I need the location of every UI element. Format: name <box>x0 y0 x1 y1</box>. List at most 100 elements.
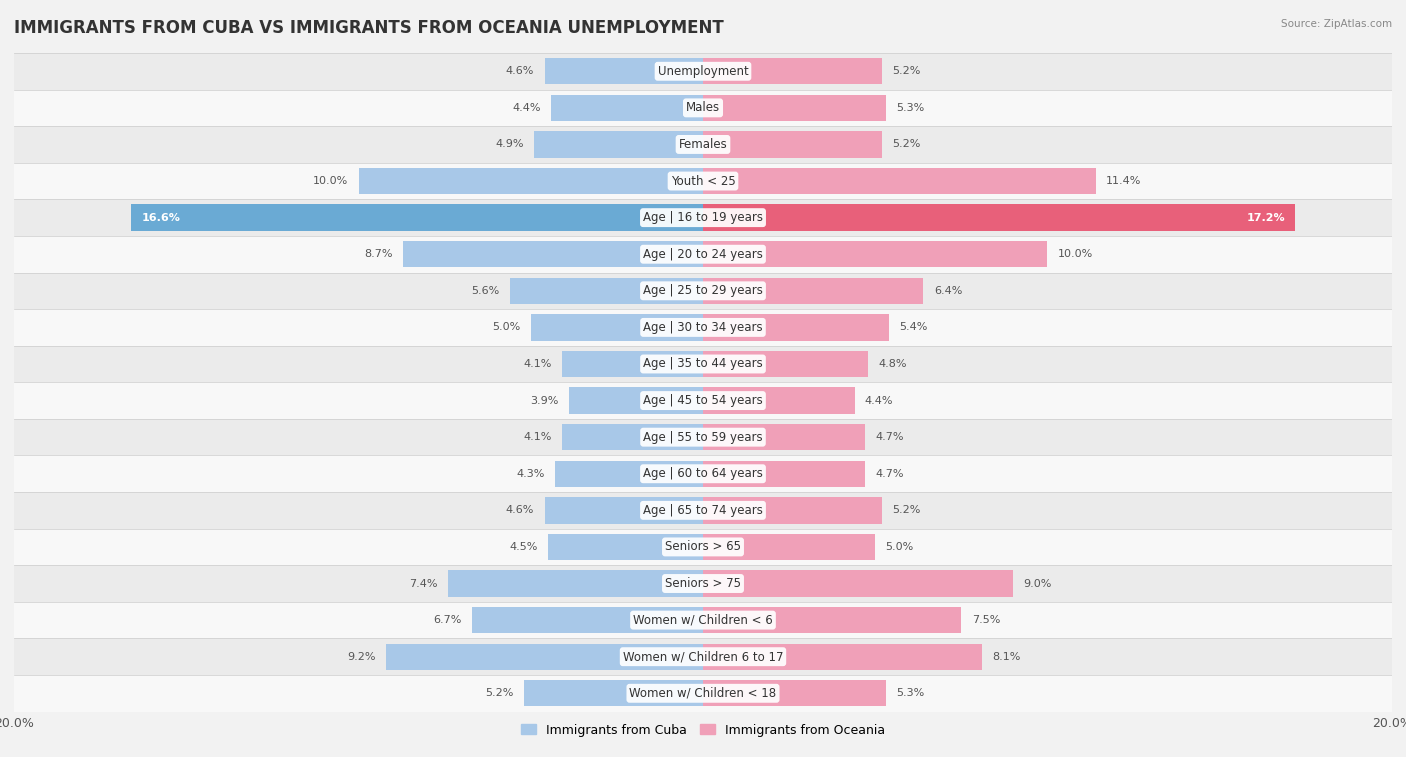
Text: 4.7%: 4.7% <box>875 432 904 442</box>
Bar <box>14 163 1392 199</box>
Bar <box>568 388 703 414</box>
Text: Age | 30 to 34 years: Age | 30 to 34 years <box>643 321 763 334</box>
Bar <box>703 95 886 121</box>
Bar <box>14 236 1392 273</box>
Text: 5.6%: 5.6% <box>471 286 499 296</box>
Bar <box>14 89 1392 126</box>
Text: 4.1%: 4.1% <box>523 359 551 369</box>
Bar <box>531 314 703 341</box>
Bar <box>703 350 869 377</box>
Bar <box>562 350 703 377</box>
Bar <box>14 273 1392 309</box>
Bar <box>387 643 703 670</box>
Text: Age | 65 to 74 years: Age | 65 to 74 years <box>643 504 763 517</box>
Bar <box>14 346 1392 382</box>
Bar <box>14 492 1392 528</box>
Bar <box>510 278 703 304</box>
Text: 9.2%: 9.2% <box>347 652 375 662</box>
Text: Source: ZipAtlas.com: Source: ZipAtlas.com <box>1281 19 1392 29</box>
Bar <box>14 565 1392 602</box>
Bar <box>703 680 886 706</box>
Text: Seniors > 75: Seniors > 75 <box>665 577 741 590</box>
Text: 4.9%: 4.9% <box>495 139 524 149</box>
Bar <box>703 460 865 487</box>
Text: Age | 55 to 59 years: Age | 55 to 59 years <box>643 431 763 444</box>
Text: Age | 25 to 29 years: Age | 25 to 29 years <box>643 285 763 298</box>
Bar <box>703 278 924 304</box>
Text: Age | 20 to 24 years: Age | 20 to 24 years <box>643 248 763 260</box>
Text: 4.8%: 4.8% <box>879 359 907 369</box>
Text: Unemployment: Unemployment <box>658 65 748 78</box>
Bar <box>524 680 703 706</box>
Bar <box>14 602 1392 638</box>
Bar <box>703 314 889 341</box>
Text: Age | 60 to 64 years: Age | 60 to 64 years <box>643 467 763 480</box>
Text: Women w/ Children < 18: Women w/ Children < 18 <box>630 687 776 699</box>
Bar <box>449 570 703 597</box>
Text: 5.0%: 5.0% <box>886 542 914 552</box>
Bar <box>544 497 703 524</box>
Text: 4.7%: 4.7% <box>875 469 904 478</box>
Bar <box>703 168 1095 195</box>
Text: 10.0%: 10.0% <box>314 176 349 186</box>
Text: 7.4%: 7.4% <box>409 578 437 588</box>
Bar <box>548 534 703 560</box>
Text: 5.2%: 5.2% <box>893 67 921 76</box>
Text: 5.4%: 5.4% <box>900 322 928 332</box>
Text: 4.4%: 4.4% <box>513 103 541 113</box>
Bar <box>555 460 703 487</box>
Text: 8.7%: 8.7% <box>364 249 392 259</box>
Bar <box>551 95 703 121</box>
Text: Females: Females <box>679 138 727 151</box>
Text: 4.5%: 4.5% <box>509 542 537 552</box>
Text: 5.2%: 5.2% <box>485 688 513 698</box>
Bar <box>14 675 1392 712</box>
Bar <box>703 131 882 157</box>
Bar <box>14 382 1392 419</box>
Text: 16.6%: 16.6% <box>142 213 180 223</box>
Bar <box>14 309 1392 346</box>
Bar <box>14 53 1392 89</box>
Text: 9.0%: 9.0% <box>1024 578 1052 588</box>
Text: 6.7%: 6.7% <box>433 615 461 625</box>
Bar <box>703 570 1012 597</box>
Bar <box>14 419 1392 456</box>
Text: IMMIGRANTS FROM CUBA VS IMMIGRANTS FROM OCEANIA UNEMPLOYMENT: IMMIGRANTS FROM CUBA VS IMMIGRANTS FROM … <box>14 19 724 37</box>
Text: 6.4%: 6.4% <box>934 286 962 296</box>
Bar <box>14 126 1392 163</box>
Bar <box>562 424 703 450</box>
Text: 4.4%: 4.4% <box>865 396 893 406</box>
Bar <box>703 388 855 414</box>
Bar <box>14 199 1392 236</box>
Text: 3.9%: 3.9% <box>530 396 558 406</box>
Bar <box>534 131 703 157</box>
Bar <box>703 241 1047 267</box>
Bar <box>703 58 882 85</box>
Legend: Immigrants from Cuba, Immigrants from Oceania: Immigrants from Cuba, Immigrants from Oc… <box>516 718 890 742</box>
Bar <box>703 497 882 524</box>
Bar <box>703 534 875 560</box>
Text: 5.2%: 5.2% <box>893 506 921 516</box>
Text: 7.5%: 7.5% <box>972 615 1000 625</box>
Text: 4.1%: 4.1% <box>523 432 551 442</box>
Text: 4.6%: 4.6% <box>506 67 534 76</box>
Text: Seniors > 65: Seniors > 65 <box>665 540 741 553</box>
Text: 5.3%: 5.3% <box>896 103 924 113</box>
Text: Age | 45 to 54 years: Age | 45 to 54 years <box>643 394 763 407</box>
Text: 10.0%: 10.0% <box>1057 249 1092 259</box>
Bar <box>703 607 962 634</box>
Text: 11.4%: 11.4% <box>1107 176 1142 186</box>
Text: 4.6%: 4.6% <box>506 506 534 516</box>
Text: 5.2%: 5.2% <box>893 139 921 149</box>
Bar <box>14 528 1392 565</box>
Text: 17.2%: 17.2% <box>1247 213 1285 223</box>
Text: Women w/ Children < 6: Women w/ Children < 6 <box>633 614 773 627</box>
Text: 5.0%: 5.0% <box>492 322 520 332</box>
Text: 8.1%: 8.1% <box>993 652 1021 662</box>
Bar <box>14 638 1392 675</box>
Text: Youth < 25: Youth < 25 <box>671 175 735 188</box>
Bar <box>703 643 981 670</box>
Bar <box>703 204 1295 231</box>
Bar <box>544 58 703 85</box>
Bar <box>404 241 703 267</box>
